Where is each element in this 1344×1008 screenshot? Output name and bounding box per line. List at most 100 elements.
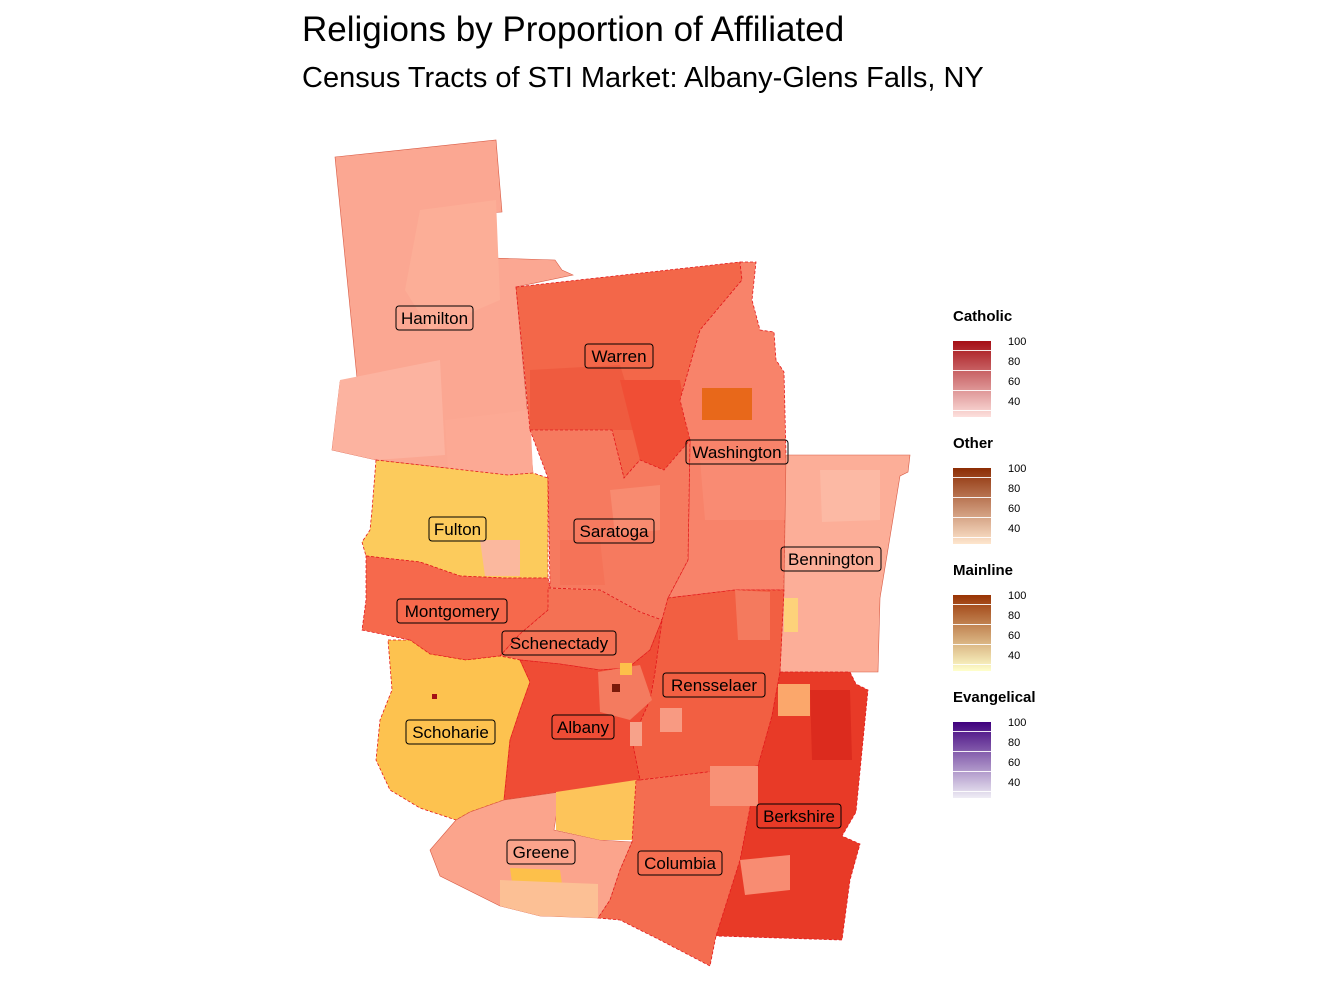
legend-colorbar [953, 595, 991, 671]
svg-text:Rensselaer: Rensselaer [671, 676, 757, 695]
county-label-montgomery: Montgomery [396, 598, 508, 624]
legend-tick-label: 60 [1008, 757, 1021, 769]
tract [660, 708, 682, 732]
legend-tick-mark [953, 537, 991, 538]
legend-other: Other 100 80 60 40 [953, 435, 1073, 562]
legend-tick-mark [953, 644, 991, 645]
tract [480, 540, 520, 576]
tract-mainline [784, 598, 798, 632]
county-schoharie[interactable] [375, 639, 531, 821]
county-columbia[interactable] [597, 765, 759, 967]
legend-tick-label: 60 [1008, 503, 1021, 515]
legend-tick-mark [953, 771, 991, 772]
tract [610, 485, 660, 535]
svg-text:Berkshire: Berkshire [763, 807, 835, 826]
legend-evangelical: Evangelical 100 80 60 40 [953, 689, 1073, 816]
legend-tick-mark [953, 517, 991, 518]
tract-dark [612, 684, 620, 692]
svg-text:Schenectady: Schenectady [510, 634, 609, 653]
svg-text:Montgomery: Montgomery [405, 602, 500, 621]
legend-tick-label: 100 [1008, 336, 1027, 348]
legend-tick-mark [953, 604, 991, 605]
legend-tick-label: 100 [1008, 590, 1027, 602]
county-label-berkshire: Berkshire [756, 803, 842, 829]
tract [700, 460, 786, 520]
svg-text:Greene: Greene [513, 843, 570, 862]
tract [710, 766, 758, 806]
legend-tick-mark [953, 390, 991, 391]
tract [740, 855, 790, 895]
tract [500, 880, 598, 918]
legend-tick-mark [953, 751, 991, 752]
legend-tick-mark [953, 624, 991, 625]
svg-text:Fulton: Fulton [434, 520, 481, 539]
county-label-schenectady: Schenectady [501, 630, 617, 656]
legend-tick-label: 80 [1008, 356, 1021, 368]
county-label-fulton: Fulton [428, 516, 487, 542]
tract [530, 365, 640, 430]
legend-mainline: Mainline 100 80 60 40 [953, 562, 1073, 689]
map-subtitle: Census Tracts of STI Market: Albany-Glen… [302, 62, 984, 94]
county-albany[interactable] [503, 619, 663, 801]
legend-tick-mark [953, 664, 991, 665]
legend-tick-mark [953, 410, 991, 411]
legend-tick-label: 80 [1008, 737, 1021, 749]
county-label-saratoga: Saratoga [573, 518, 655, 544]
tract [405, 200, 500, 330]
legend: Catholic 100 80 60 40 Other 100 80 60 40… [953, 308, 1073, 816]
county-label-schoharie: Schoharie [405, 719, 496, 745]
county-label-columbia: Columbia [637, 850, 723, 876]
tract-mainline [510, 868, 562, 884]
legend-catholic: Catholic 100 80 60 40 [953, 308, 1073, 435]
county-label-bennington: Bennington [780, 546, 882, 572]
legend-tick-label: 60 [1008, 630, 1021, 642]
legend-tick-label: 80 [1008, 610, 1021, 622]
tract [445, 410, 533, 475]
legend-colorbar [953, 341, 991, 417]
map-title: Religions by Proportion of Affiliated [302, 10, 845, 49]
legend-title: Mainline [953, 562, 1014, 579]
legend-colorbar [953, 722, 991, 798]
county-label-hamilton: Hamilton [395, 305, 474, 331]
svg-text:Albany: Albany [557, 718, 609, 737]
tract-urban [598, 665, 652, 720]
legend-tick-label: 60 [1008, 376, 1021, 388]
svg-text:Warren: Warren [591, 347, 646, 366]
tract [735, 590, 770, 640]
tract [560, 540, 605, 585]
legend-colorbar [953, 468, 991, 544]
tract [620, 380, 690, 470]
county-label-washington: Washington [685, 439, 789, 465]
legend-tick-label: 100 [1008, 463, 1027, 475]
county-label-albany: Albany [551, 714, 615, 740]
legend-tick-mark [953, 731, 991, 732]
tract-mainline [778, 684, 810, 716]
legend-title: Evangelical [953, 689, 1036, 706]
tract [810, 690, 852, 760]
county-label-warren: Warren [584, 343, 654, 369]
legend-tick-mark [953, 350, 991, 351]
legend-tick-mark [953, 497, 991, 498]
legend-title: Catholic [953, 308, 1013, 325]
tract [332, 360, 445, 460]
svg-text:Saratoga: Saratoga [580, 522, 650, 541]
legend-tick-label: 80 [1008, 483, 1021, 495]
tract [820, 470, 880, 522]
legend-tick-mark [953, 370, 991, 371]
svg-text:Hamilton: Hamilton [401, 309, 468, 328]
legend-tick-label: 40 [1008, 523, 1021, 535]
county-montgomery[interactable] [361, 555, 551, 661]
legend-tick-mark [953, 477, 991, 478]
tract-mainline [620, 663, 632, 675]
svg-text:Bennington: Bennington [788, 550, 874, 569]
svg-text:Schoharie: Schoharie [412, 723, 489, 742]
legend-tick-mark [953, 791, 991, 792]
tract [432, 694, 437, 699]
county-schenectady[interactable] [499, 587, 663, 671]
tract [630, 722, 642, 746]
tract-other [702, 388, 752, 420]
legend-title: Other [953, 435, 994, 452]
legend-tick-label: 100 [1008, 717, 1027, 729]
svg-text:Columbia: Columbia [644, 854, 716, 873]
